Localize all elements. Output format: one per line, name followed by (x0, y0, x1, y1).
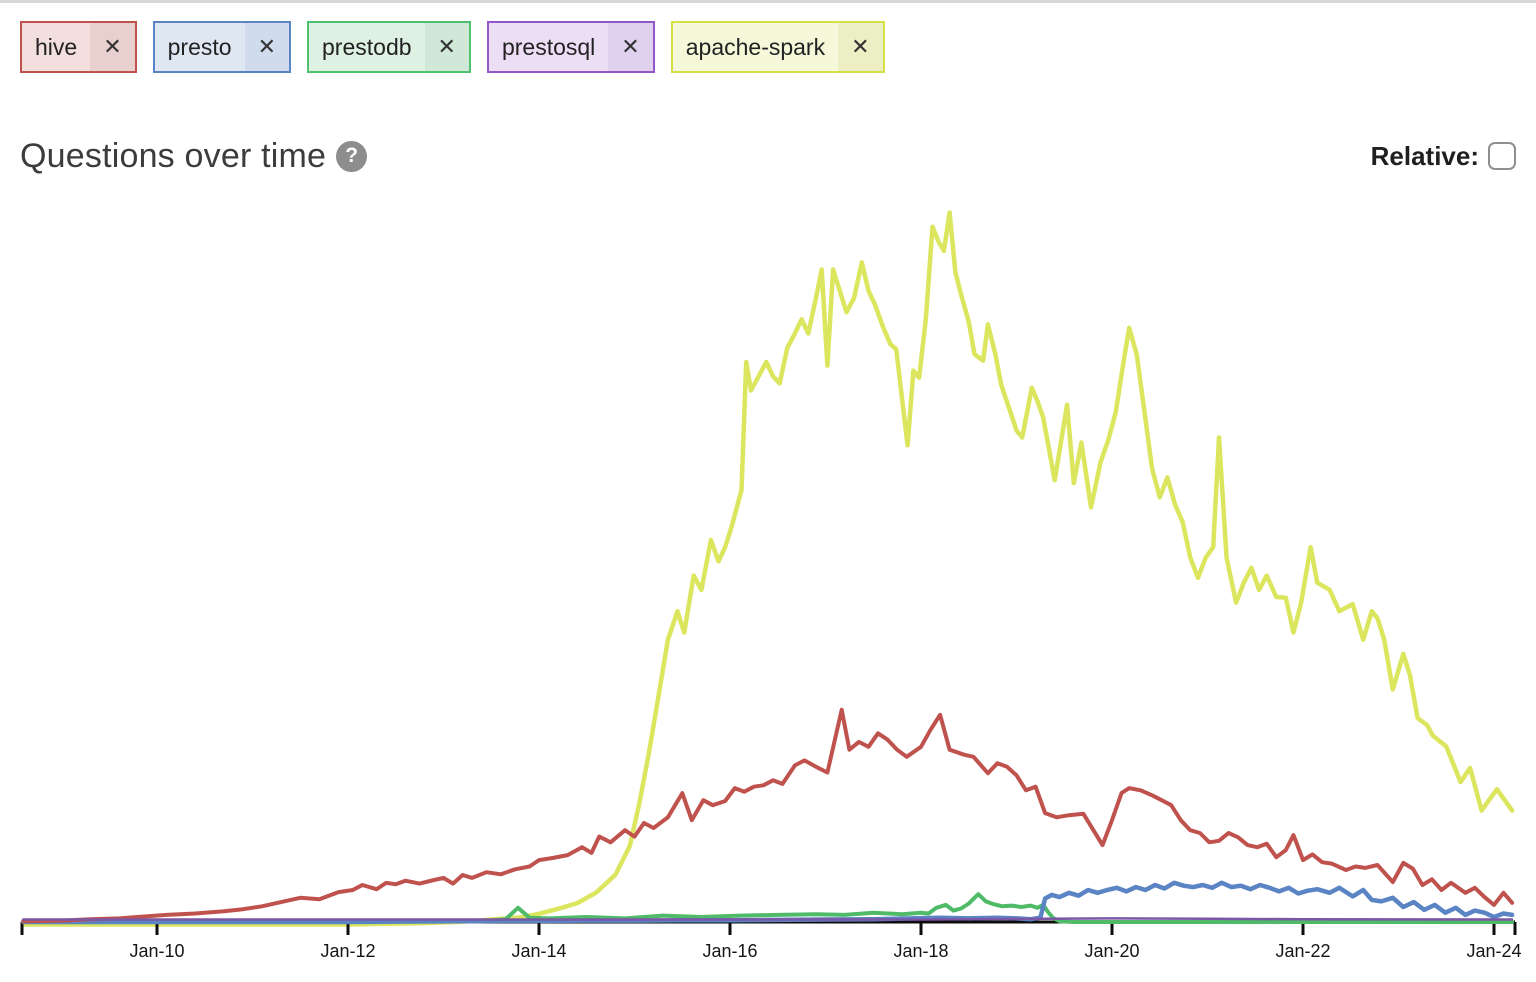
tag-chip-hive[interactable]: hive ✕ (20, 21, 137, 73)
chart-header: Questions over time ? Relative: (20, 136, 1516, 176)
x-axis-tick-label: Jan-22 (1275, 941, 1330, 961)
relative-label: Relative: (1370, 140, 1479, 171)
close-icon: ✕ (103, 34, 122, 59)
x-axis-tick-label: Jan-18 (893, 941, 948, 961)
close-icon: ✕ (851, 34, 870, 59)
relative-checkbox[interactable] (1488, 142, 1516, 170)
series-line-apache-spark (21, 210, 1515, 927)
tag-list: hive ✕ presto ✕ prestodb ✕ prestosql ✕ apache-sp… (20, 21, 1536, 73)
top-divider (0, 0, 1536, 3)
close-icon: ✕ (437, 34, 456, 59)
tag-remove-button[interactable]: ✕ (90, 23, 135, 71)
tag-remove-button[interactable]: ✕ (424, 23, 469, 71)
tag-label: apache-spark (672, 23, 839, 71)
x-axis-tick-label: Jan-24 (1466, 941, 1521, 961)
series-line-hive (21, 707, 1515, 924)
tag-remove-button[interactable]: ✕ (608, 23, 653, 71)
x-axis-tick-label: Jan-12 (320, 941, 375, 961)
x-axis-tick-label: Jan-10 (129, 941, 184, 961)
tag-chip-prestodb[interactable]: prestodb ✕ (307, 21, 471, 73)
x-axis-tick-label: Jan-14 (511, 941, 566, 961)
tag-label: presto (154, 23, 245, 71)
x-axis-tick-label: Jan-20 (1084, 941, 1139, 961)
series-line-prestosql (22, 917, 1514, 921)
help-icon[interactable]: ? (336, 140, 368, 172)
tag-label: prestosql (488, 23, 609, 71)
close-icon: ✕ (257, 34, 277, 59)
x-axis-tick-label: Jan-16 (702, 941, 757, 961)
questions-over-time-chart: Jan-10 Jan-12 Jan-14 Jan-16 Jan-18 Jan-20 Jan-… (20, 210, 1522, 961)
title-wrap: Questions over time ? (20, 136, 368, 176)
tag-label: prestodb (309, 23, 425, 71)
x-axis: Jan-10 Jan-12 Jan-14 Jan-16 Jan-18 Jan-20 Jan-… (20, 920, 1522, 961)
tag-chip-prestosql[interactable]: prestosql ✕ (486, 21, 655, 73)
page-title: Questions over time (20, 136, 327, 175)
tag-chip-apache-spark[interactable]: apache-spark ✕ (670, 21, 885, 73)
tag-remove-button[interactable]: ✕ (838, 23, 883, 71)
tag-chip-presto[interactable]: presto ✕ (152, 21, 292, 73)
relative-toggle-group: Relative: (1371, 141, 1516, 172)
close-icon: ✕ (621, 34, 640, 59)
tag-remove-button[interactable]: ✕ (244, 23, 290, 71)
tag-label: hive (22, 23, 91, 71)
